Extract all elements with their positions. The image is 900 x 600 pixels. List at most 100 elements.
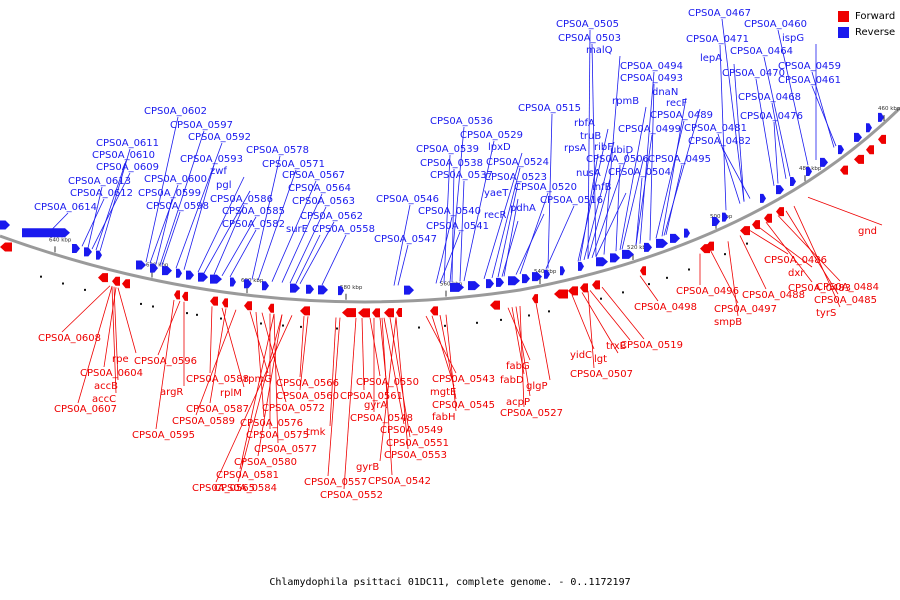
forward-gene [610,253,620,263]
label-leader [655,120,685,239]
reverse-gene-label: CPS0A_0495 [648,154,711,165]
forward-gene [878,112,884,122]
forward-gene [186,270,194,280]
label-leader [229,229,257,278]
label-leader [587,178,611,259]
label-leader [581,292,619,354]
forward-gene [96,250,102,260]
forward-gene [290,283,300,293]
forward-gene [684,228,690,238]
tick-label: 600 kbp [241,278,264,284]
forward-gene [496,277,504,287]
forward-gene [244,279,252,289]
reverse-gene-label: recF [666,98,688,109]
forward-gene-label: CPS0A_0587 [186,404,249,415]
forward-gene-label: CPS0A_0551 [386,438,449,449]
label-leader [257,314,283,457]
forward-gene-label: CPS0A_0496 [676,286,739,297]
label-leader [765,221,813,283]
label-leader [571,294,595,350]
legend-forward-label: Forward [855,10,896,22]
label-leader [321,234,347,286]
label-leader [261,312,287,403]
forward-gene-label: lgt [594,354,607,365]
legend-reverse: Reverse [838,24,895,40]
reverse-gene-label: CPS0A_0529 [460,130,523,141]
reverse-gene-label: zwf [210,166,227,177]
feature-speck [418,326,420,329]
forward-gene-label: CPS0A_0607 [54,404,117,415]
forward-gene-label: CPS0A_0561 [340,391,403,402]
label-leader [665,164,683,235]
label-leader [273,313,279,444]
label-leader [763,56,791,177]
forward-gene [306,284,314,294]
label-leader [221,307,245,388]
reverse-gene-label: CPS0A_0468 [738,92,801,103]
reverse-swatch [838,26,849,38]
forward-gene [596,257,608,267]
label-leader [777,29,809,166]
feature-speck [140,302,142,305]
forward-gene [468,281,480,291]
forward-gene-label: CPS0A_0545 [432,400,495,411]
forward-gene [198,272,208,282]
reverse-gene-label: CPS0A_0506 [586,154,649,165]
forward-gene-label: CPS0A_0549 [380,425,443,436]
forward-gene [820,157,828,167]
reverse-gene-label: ubiD [610,145,633,156]
forward-gene [22,228,70,238]
forward-gene-label: CPS0A_0560 [276,391,339,402]
label-leader [395,317,409,450]
reverse-gene [840,165,848,175]
reverse-gene-label: CPS0A_0563 [292,196,355,207]
reverse-gene-label: CPS0A_0612 [70,188,133,199]
label-leader [463,140,495,282]
label-leader [443,154,451,283]
tick-label: 520 kbp [627,245,650,251]
reverse-gene-label: CPS0A_0585 [222,206,285,217]
reverse-gene-label: CPS0A_0541 [426,221,489,232]
label-leader [583,141,615,261]
reverse-gene [878,134,886,144]
label-leader [117,287,137,354]
reverse-gene-label: CPS0A_0459 [778,61,841,72]
reverse-gene-label: CPS0A_0602 [144,106,207,117]
reverse-gene [396,307,402,317]
label-leader [649,83,655,241]
label-leader [389,317,411,438]
forward-gene-label: accC [92,394,116,405]
label-leader [579,153,599,261]
label-leader [81,198,105,247]
label-leader [785,210,839,295]
forward-gene-label: dxr [788,268,805,279]
forward-gene-label: CPS0A_0584 [214,483,277,494]
label-leader [213,204,245,275]
reverse-gene [342,308,356,318]
forward-gene [622,249,634,259]
label-leader [635,134,653,246]
forward-gene-label: gyrB [356,462,379,473]
reverse-gene-label: CPS0A_0482 [688,136,751,147]
reverse-gene-label: CPS0A_0598 [146,201,209,212]
label-leader [635,177,643,246]
forward-gene [712,217,720,227]
forward-gene-label: CPS0A_0596 [134,356,197,367]
reverse-gene-label: CPS0A_0546 [376,194,439,205]
reverse-gene [430,306,438,316]
reverse-gene-label: CPS0A_0582 [222,219,285,230]
label-leader [773,121,779,184]
label-leader [661,97,687,237]
label-leader [519,305,525,408]
label-leader [439,231,461,284]
reverse-gene-label: CPS0A_0460 [744,19,807,30]
reverse-gene-label: CPS0A_0494 [620,61,683,72]
forward-gene-label: CPS0A_0498 [634,302,697,313]
tick-label: 460 kbp [878,106,900,112]
forward-gene [230,277,236,287]
forward-gene [560,266,565,276]
forward-gene-label: accB [94,381,118,392]
reverse-gene-label: CPS0A_0611 [96,138,159,149]
